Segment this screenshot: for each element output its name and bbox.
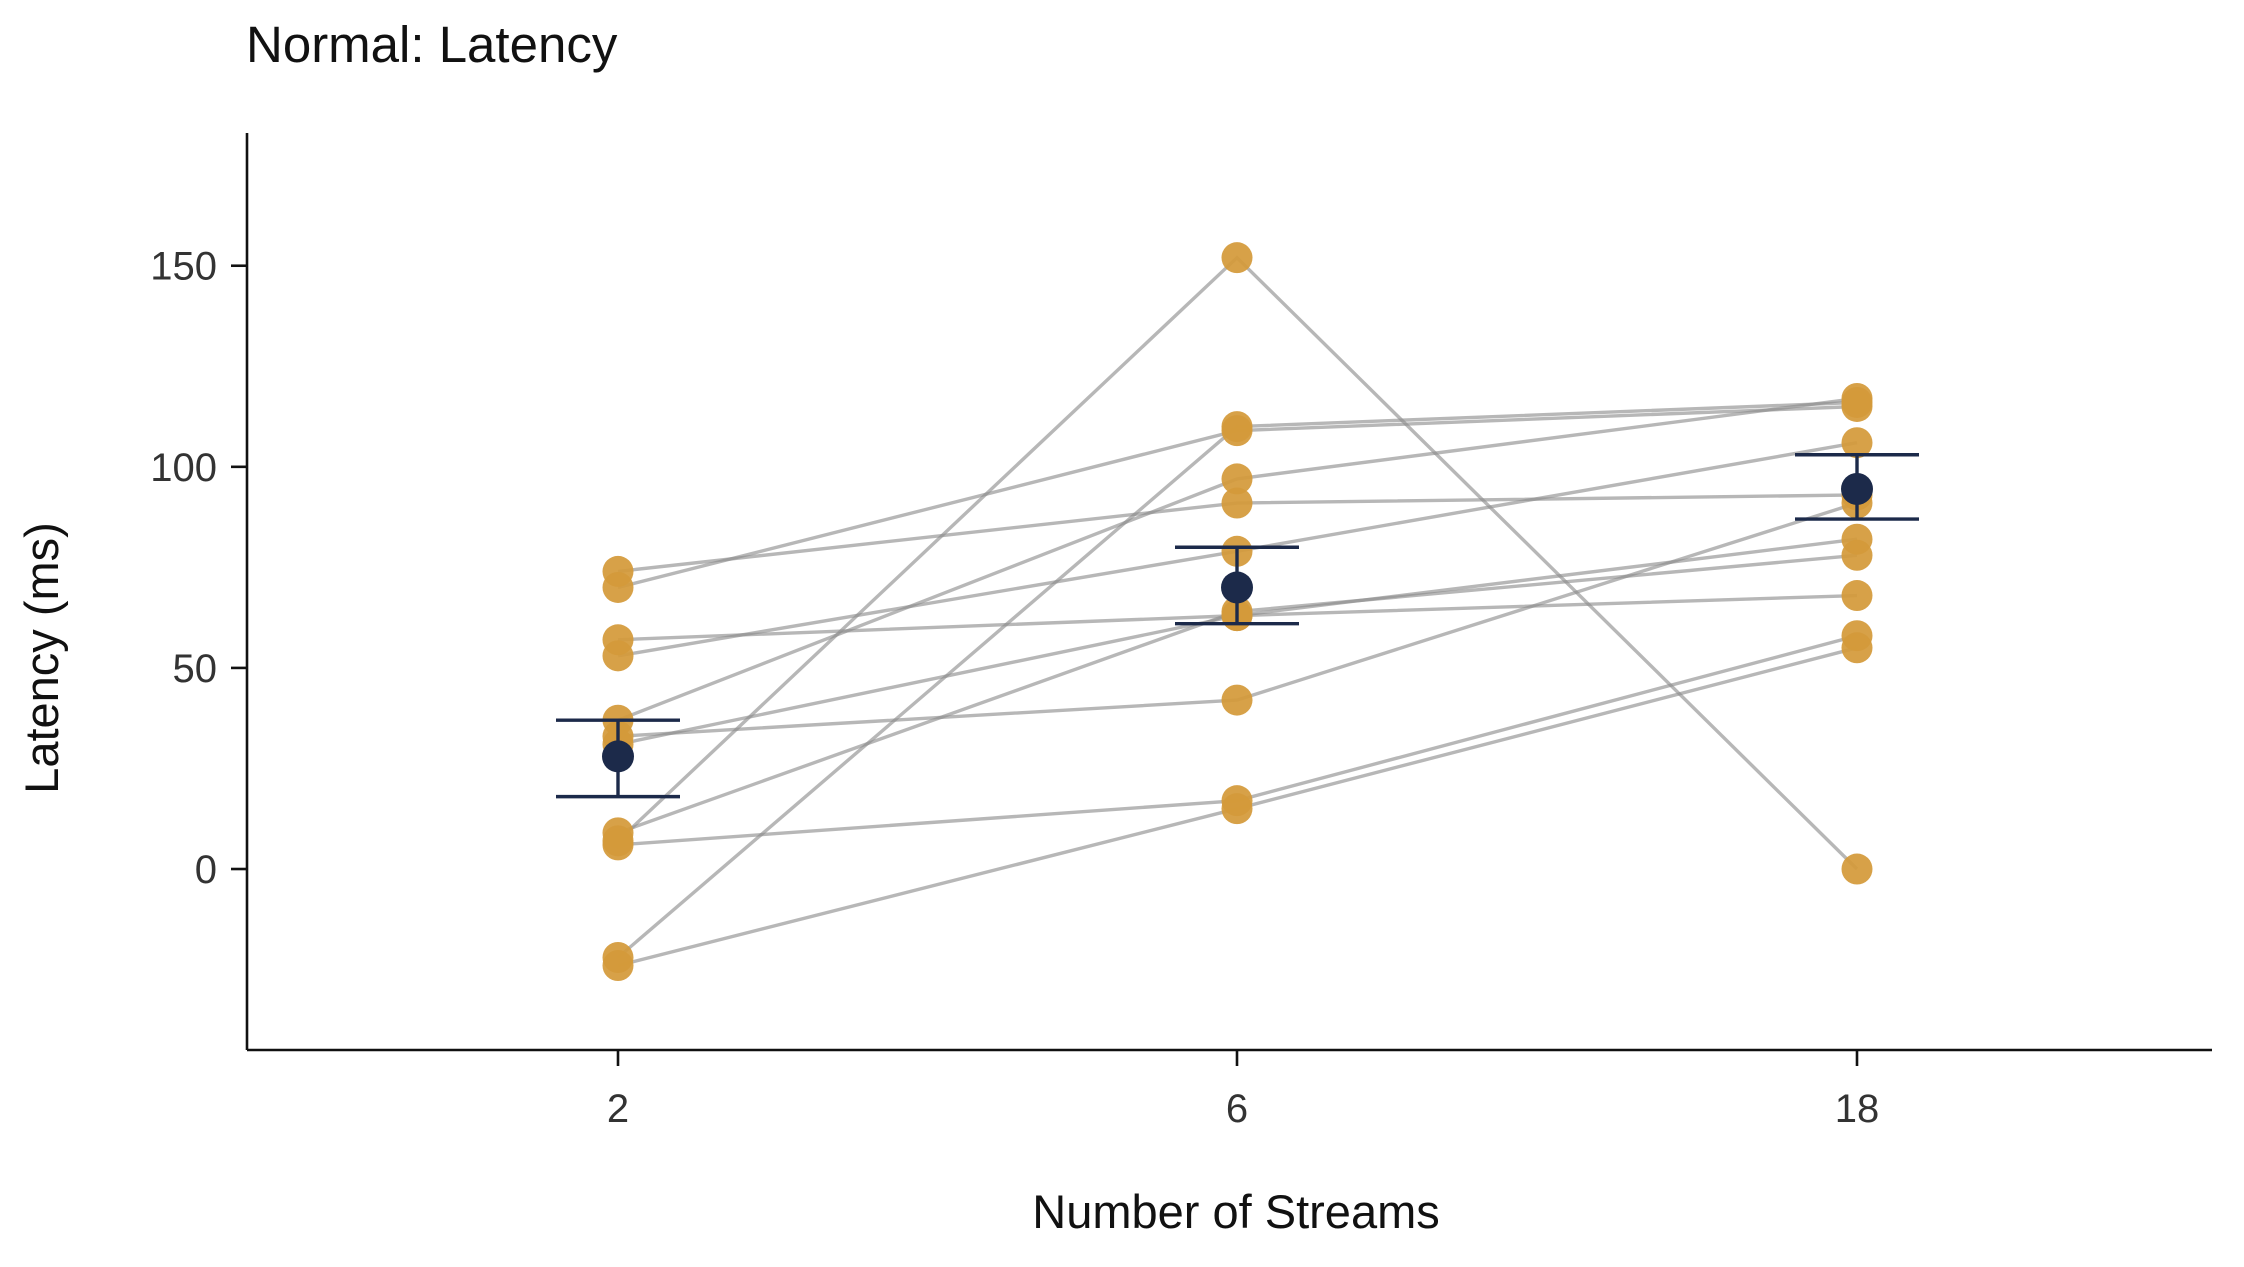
x-tick-label: 6: [1226, 1087, 1248, 1131]
subject-point: [1221, 487, 1253, 519]
subject-point: [602, 950, 634, 982]
subject-point: [602, 571, 634, 603]
x-tick-label: 2: [607, 1087, 629, 1131]
x-tick-label: 18: [1835, 1087, 1880, 1131]
axes: [245, 133, 2212, 1052]
x-ticks: 2 6 18: [607, 1050, 1879, 1131]
y-axis-label: Latency (ms): [15, 522, 68, 794]
y-ticks: 0 50 100 150: [150, 245, 247, 892]
subject-point: [1841, 580, 1873, 612]
subject-point: [602, 640, 634, 672]
mean-point: [602, 740, 634, 773]
x-axis-label: Number of Streams: [1032, 1185, 1439, 1238]
chart-title: Normal: Latency: [246, 16, 618, 73]
subject-point: [602, 825, 634, 857]
subject-point: [1841, 386, 1873, 418]
summary-markers: [556, 453, 1919, 799]
subject-point: [1841, 632, 1873, 664]
mean-point: [1221, 571, 1253, 604]
subject-point: [1841, 853, 1873, 885]
subject-point: [1841, 427, 1873, 459]
subject-point: [1841, 539, 1873, 571]
subject-point: [1221, 463, 1253, 495]
subject-point: [1221, 793, 1253, 825]
subject-point: [1221, 411, 1253, 443]
y-tick-label: 0: [195, 848, 217, 892]
y-tick-label: 50: [173, 647, 218, 691]
subject-point: [1221, 242, 1253, 274]
y-tick-label: 150: [150, 245, 217, 289]
mean-point: [1841, 472, 1873, 505]
y-tick-label: 100: [150, 446, 217, 490]
subject-point: [1221, 684, 1253, 716]
